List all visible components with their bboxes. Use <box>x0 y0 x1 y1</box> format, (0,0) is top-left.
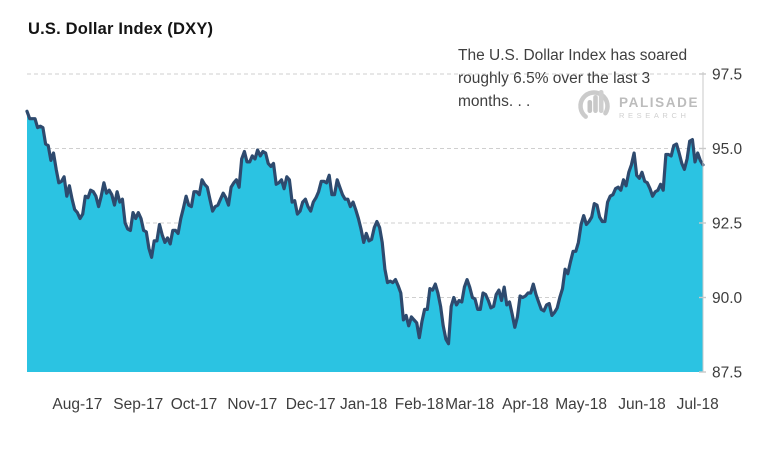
y-tick-label: 95.0 <box>712 141 743 158</box>
x-axis-labels: Aug-17 Sep-17 Oct-17 Nov-17 Dec-17 Jan-18 Feb-… <box>52 396 718 413</box>
annotation-line: The U.S. Dollar Index has soared <box>458 47 688 64</box>
y-tick-label: 87.5 <box>712 365 742 382</box>
x-tick-label: Mar-18 <box>445 396 494 413</box>
logo-name: PALISADE <box>619 94 700 110</box>
y-tick-label: 90.0 <box>712 290 743 307</box>
x-tick-label: Feb-18 <box>395 396 444 413</box>
x-tick-label: Jul-18 <box>677 396 719 413</box>
y-tick-label: 97.5 <box>712 67 742 84</box>
y-axis-labels: 87.5 90.0 92.5 95.0 97.5 <box>712 67 743 382</box>
x-tick-label: Nov-17 <box>227 396 277 413</box>
x-tick-label: Dec-17 <box>286 396 336 413</box>
annotation-text: The U.S. Dollar Index has soared roughly… <box>458 44 703 113</box>
annotation-line: months. . . <box>458 93 531 110</box>
page-title: U.S. Dollar Index (DXY) <box>28 20 214 38</box>
x-tick-label: Jun-18 <box>618 396 665 413</box>
logo-subtitle: RESEARCH <box>619 111 690 120</box>
y-axis-ticks <box>699 73 706 373</box>
x-tick-label: Oct-17 <box>171 396 218 413</box>
y-tick-label: 92.5 <box>712 216 742 233</box>
annotation-line: roughly 6.5% over the last 3 <box>458 70 651 87</box>
palisade-logo: PALISADE RESEARCH <box>575 85 699 130</box>
palisade-logo-icon <box>575 85 613 130</box>
x-tick-label: Jan-18 <box>340 396 387 413</box>
x-tick-label: May-18 <box>555 396 607 413</box>
x-tick-label: Apr-18 <box>502 396 549 413</box>
x-tick-label: Sep-17 <box>113 396 163 413</box>
index-line <box>25 109 705 346</box>
x-tick-label: Aug-17 <box>52 396 102 413</box>
